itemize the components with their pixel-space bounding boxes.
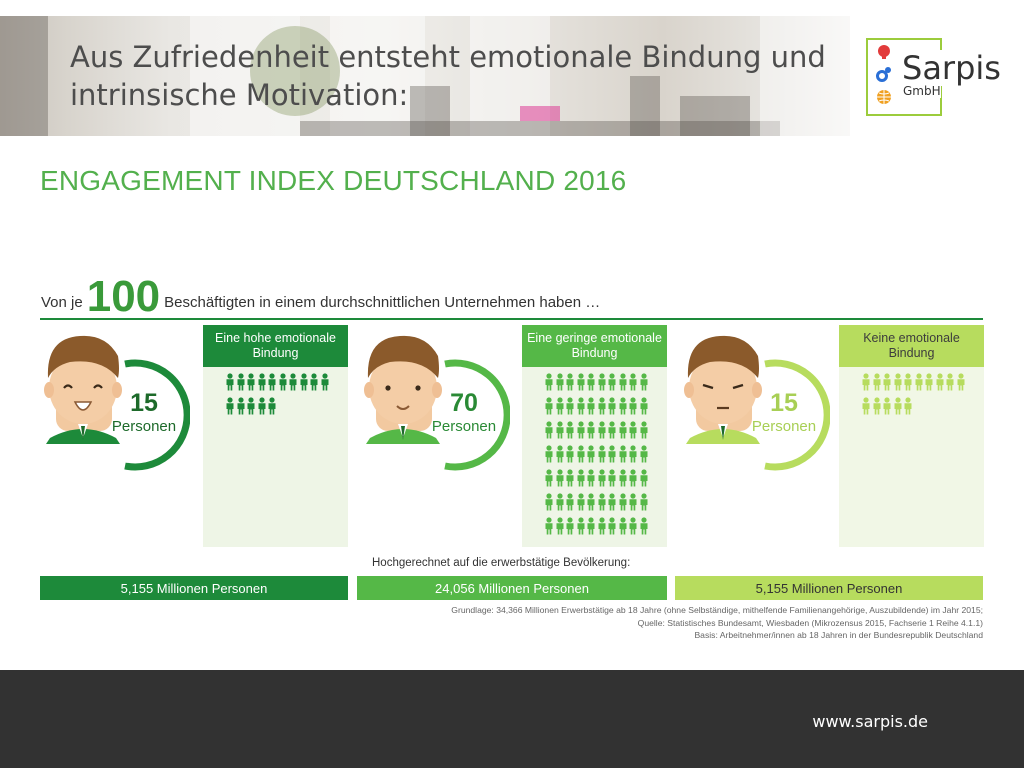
sarpis-logo: Sarpis GmbH: [866, 38, 1003, 116]
segment-1-panel: Eine hohe emotionale Bindung: [203, 325, 348, 547]
segment-3-total: 5,155 Millionen Personen: [675, 576, 983, 600]
slide-title: Aus Zufriedenheit entsteht emotionale Bi…: [70, 40, 826, 112]
segment-3-people-grid: [861, 373, 966, 415]
segment-3-heading: Keine emotionale Bindung: [839, 325, 984, 367]
segment-1-total: 5,155 Millionen Personen: [40, 576, 348, 600]
segment-1-people-grid: [225, 373, 330, 415]
segment-3-panel: Keine emotionale Bindung: [839, 325, 984, 547]
segment-1-count: 15: [130, 389, 158, 417]
website-link[interactable]: www.sarpis.de: [812, 712, 928, 731]
segment-3-count: 15: [770, 389, 798, 417]
segment-1-unit: Personen: [111, 418, 177, 435]
note-source: Quelle: Statistisches Bundesamt, Wiesbad…: [637, 617, 983, 628]
intro-prefix: Von je: [41, 294, 83, 311]
intro-number: 100: [86, 272, 161, 321]
segment-1-avatar: [40, 326, 191, 476]
segment-2-total: 24,056 Millionen Personen: [357, 576, 667, 600]
intro-line: Von je100 Beschäftigten in einem durchsch…: [41, 272, 601, 321]
header-photo: [0, 16, 850, 136]
gear-icon: [876, 67, 891, 82]
globe-icon: [877, 90, 891, 104]
note-basis-count: Grundlage: 34,366 Millionen Erwerbstätig…: [451, 605, 983, 615]
divider: [40, 318, 983, 320]
segment-3-avatar: [680, 326, 831, 476]
segment-1-heading: Eine hohe emotionale Bindung: [203, 325, 348, 367]
infographic-title: ENGAGEMENT INDEX DEUTSCHLAND 2016: [40, 165, 627, 196]
segment-2-panel: Eine geringe emotionale Bindung: [522, 325, 667, 547]
projection-label: Hochgerechnet auf die erwerbstätige Bevö…: [372, 557, 631, 569]
logo-sub: GmbH: [903, 84, 941, 98]
source-notes: Grundlage: 34,366 Millionen Erwerbstätig…: [451, 604, 983, 642]
note-basis: Basis: Arbeitnehmer/innen ab 18 Jahren i…: [694, 630, 983, 640]
logo-name: Sarpis: [902, 49, 1003, 87]
segment-2-people-grid: [544, 373, 649, 535]
intro-suffix: Beschäftigten in einem durchschnittliche…: [164, 294, 601, 311]
segment-2-count: 70: [450, 389, 478, 417]
brain-icon: [878, 45, 890, 59]
footer: www.sarpis.de: [0, 670, 1024, 768]
segment-2-unit: Personen: [431, 418, 497, 435]
segment-3-unit: Personen: [751, 418, 817, 435]
segment-2-avatar: [360, 326, 511, 476]
segment-2-heading: Eine geringe emotionale Bindung: [522, 325, 667, 367]
